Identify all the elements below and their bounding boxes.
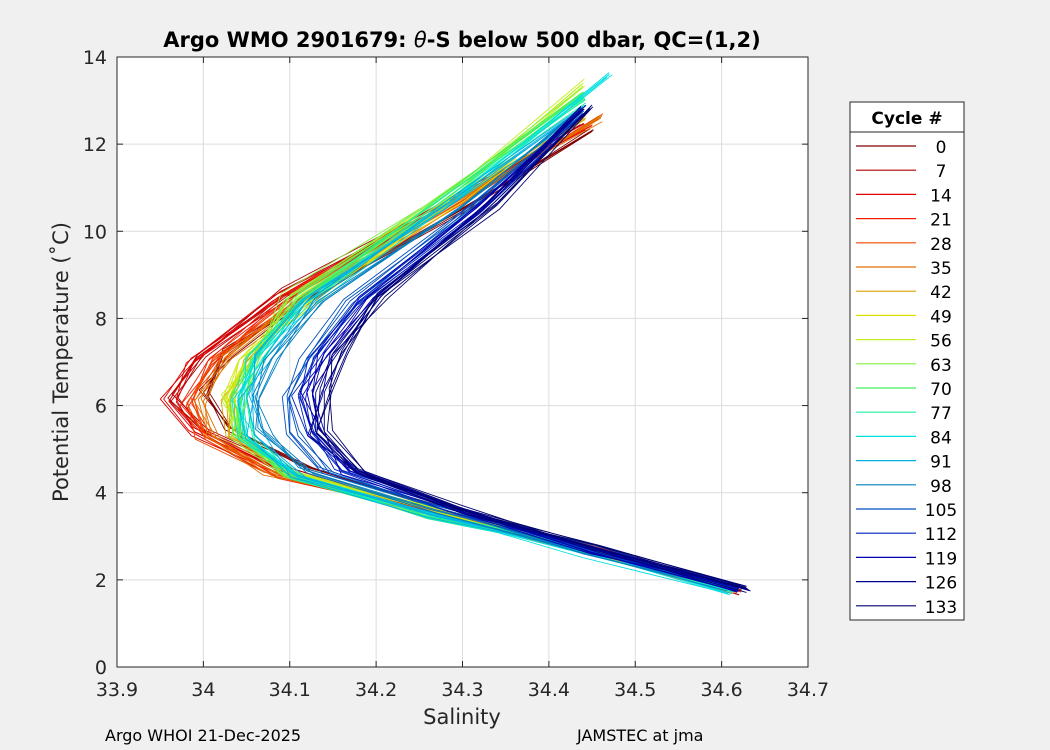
y-tick-label: 14 (83, 47, 107, 69)
y-axis-ticks: 0 2 4 6 8 10 12 14 (83, 47, 808, 679)
legend-label: 0 (936, 138, 947, 158)
chart-title-theta: θ (414, 28, 427, 52)
y-tick-label: 10 (83, 221, 107, 243)
legend-label: 21 (930, 211, 952, 231)
legend-label: 91 (930, 453, 952, 473)
profile-line-cycle-133 (315, 106, 746, 587)
x-tick-label: 34 (191, 679, 215, 701)
legend-label: 77 (930, 404, 952, 424)
legend-title: Cycle # (871, 109, 942, 129)
legend-label: 112 (925, 525, 957, 545)
legend-label: 28 (930, 235, 952, 255)
profile-lines (159, 72, 751, 596)
chart-title-suffix: -S below 500 dbar, QC=(1,2) (427, 28, 761, 52)
legend-entries: 0 7 14 21 28 35 42 49 56 63 70 77 84 91 98 105 112 119 126… (856, 138, 957, 618)
legend-label: 63 (930, 356, 952, 376)
legend-label: 56 (930, 332, 952, 352)
legend-label: 70 (930, 380, 952, 400)
profile-line-cycle-98 (255, 112, 734, 587)
x-tick-label: 34.2 (355, 679, 397, 701)
legend-label: 133 (925, 598, 957, 618)
y-tick-label: 4 (95, 483, 107, 505)
x-tick-label: 34.5 (614, 679, 656, 701)
x-tick-label: 34.4 (528, 679, 570, 701)
legend-label: 14 (930, 186, 952, 206)
chart-title: Argo WMO 2901679: θ-S below 500 dbar, QC… (163, 28, 760, 52)
legend-label: 49 (930, 307, 952, 327)
legend-label: 35 (930, 259, 952, 279)
x-axis-ticks: 33.9 34 34.1 34.2 34.3 34.4 34.5 34.6 34.7 (96, 57, 829, 701)
legend-label: 119 (925, 549, 957, 569)
x-tick-label: 34.3 (441, 679, 483, 701)
profile-line-cycle-133 (317, 108, 750, 591)
y-tick-label: 8 (95, 308, 107, 330)
footer-left: Argo WHOI 21-Dec-2025 (105, 726, 302, 745)
x-axis-label: Salinity (423, 705, 501, 729)
profile-line-cycle-126 (311, 105, 751, 592)
profile-line-cycle-133 (326, 108, 747, 593)
x-tick-label: 34.1 (269, 679, 311, 701)
x-tick-label: 34.6 (700, 679, 742, 701)
chart-title-prefix: Argo WMO 2901679: (163, 28, 414, 52)
profile-line-cycle-98 (256, 104, 732, 588)
y-tick-label: 0 (95, 657, 107, 679)
y-tick-label: 2 (95, 570, 107, 592)
profile-line-cycle-98 (257, 107, 728, 592)
profile-line-cycle-98 (252, 106, 732, 590)
legend-label: 84 (930, 428, 952, 448)
legend-label: 42 (930, 283, 952, 303)
legend-label: 105 (925, 501, 957, 521)
legend-label: 7 (936, 162, 947, 182)
y-tick-label: 12 (83, 134, 107, 156)
profile-line-cycle-119 (299, 108, 739, 592)
y-tick-label: 6 (95, 396, 107, 418)
legend-label: 126 (925, 574, 957, 594)
legend-label: 98 (930, 477, 952, 497)
y-axis-label: Potential Temperature (˚C) (49, 222, 73, 502)
footer-right: JAMSTEC at jma (577, 726, 704, 745)
x-tick-label: 33.9 (96, 679, 138, 701)
x-tick-label: 34.7 (787, 679, 829, 701)
legend: Cycle # 0 7 14 21 28 35 42 49 56 63 70 77 84 91 98 105 1… (849, 101, 965, 621)
